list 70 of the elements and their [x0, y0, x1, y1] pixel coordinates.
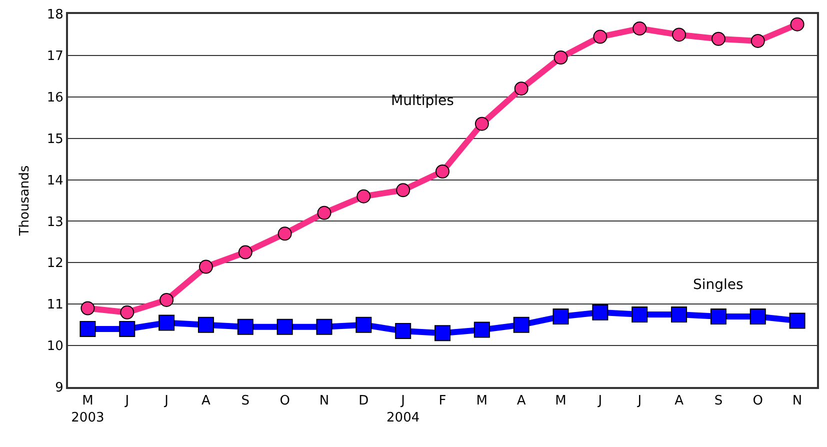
- y-tick-label: 16: [46, 90, 64, 106]
- point: [119, 320, 136, 337]
- point: [316, 318, 332, 335]
- point: [474, 116, 489, 131]
- x-tick-label: N: [792, 394, 802, 409]
- y-tick-label: 14: [46, 173, 64, 188]
- point: [237, 318, 254, 335]
- x-tick-label: J: [164, 394, 168, 409]
- series-label: Singles: [693, 277, 744, 293]
- point: [710, 308, 726, 325]
- x-tick-label: O: [752, 394, 763, 409]
- point: [592, 304, 608, 320]
- x-tick-label: J: [636, 394, 642, 409]
- point: [513, 316, 530, 333]
- point: [120, 305, 134, 320]
- y-tick-label: 17: [46, 48, 64, 64]
- point: [554, 50, 568, 65]
- point: [632, 22, 647, 36]
- series-label: Multiples: [391, 93, 454, 109]
- x-tick-label: J 2004: [386, 394, 420, 426]
- point: [317, 206, 332, 220]
- point: [552, 308, 569, 325]
- x-tick-label: S: [241, 394, 250, 409]
- x-tick-label: M: [555, 394, 566, 409]
- x-tick-label: A: [674, 394, 684, 409]
- point: [750, 308, 766, 325]
- y-tick-label: 10: [46, 339, 64, 354]
- point: [672, 28, 686, 42]
- x-tick-label: F: [438, 394, 446, 409]
- y-tick-label: 11: [46, 298, 64, 313]
- point: [80, 301, 95, 316]
- x-tick-label: O: [280, 394, 290, 409]
- y-axis-title: Thousands: [17, 165, 32, 237]
- x-tick-label: M 2003: [71, 394, 104, 426]
- x-tick-label: S: [714, 394, 723, 409]
- point: [158, 314, 175, 331]
- point: [395, 323, 412, 340]
- point: [514, 82, 528, 96]
- point: [80, 320, 96, 337]
- point: [276, 318, 293, 335]
- point: [434, 325, 450, 342]
- point: [198, 316, 214, 333]
- y-tick-label: 9: [55, 380, 64, 396]
- point: [198, 260, 213, 274]
- x-tick-label: A: [202, 394, 211, 409]
- x-tick-label: D: [358, 394, 369, 409]
- point: [238, 245, 252, 260]
- point: [789, 312, 806, 329]
- point: [356, 316, 372, 333]
- y-tick-label: 12: [46, 256, 64, 272]
- x-tick-label: J: [597, 394, 602, 409]
- point: [711, 32, 726, 46]
- point: [671, 306, 688, 322]
- point: [750, 34, 765, 48]
- x-tick-label: J: [124, 394, 130, 409]
- y-tick-label: 15: [46, 132, 64, 147]
- x-tick-label: M: [476, 394, 488, 409]
- point: [474, 322, 490, 338]
- x-tick-label: N: [319, 394, 330, 409]
- point: [593, 30, 608, 44]
- x-tick-label: A: [516, 394, 526, 409]
- point: [396, 183, 410, 198]
- y-tick-label: 13: [46, 214, 64, 230]
- y-tick-label: 18: [46, 8, 64, 23]
- point: [356, 189, 371, 204]
- point: [632, 306, 648, 322]
- point: [436, 164, 450, 178]
- point: [278, 226, 292, 241]
- point: [790, 17, 804, 32]
- point: [160, 292, 174, 307]
